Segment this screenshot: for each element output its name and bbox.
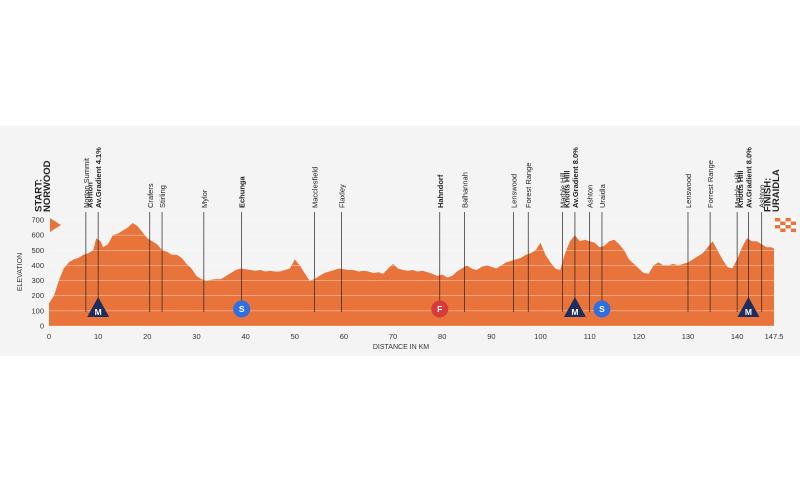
x-axis-tick-labels: 0 10 20 30 40 50 60 70 80 90 100 110 120 130 140 147.5 xyxy=(47,332,783,341)
y-tick-label: 200 xyxy=(31,291,44,300)
x-tick-label: 30 xyxy=(192,332,200,341)
town-label: Macclesfield xyxy=(310,167,319,208)
town-label: Flaxley xyxy=(337,184,346,208)
town-label: Lenswood xyxy=(509,174,518,208)
grid-lines-overlay xyxy=(49,219,774,327)
x-tick-label: 50 xyxy=(291,332,299,341)
x-tick-label: 80 xyxy=(438,332,446,341)
y-tick-label: 300 xyxy=(31,276,44,285)
feed-zone-marker xyxy=(431,300,449,318)
town-label: Hahndorf xyxy=(436,174,445,208)
x-tick-label: 40 xyxy=(241,332,249,341)
town-label: Marble Hill xyxy=(559,172,568,208)
mountain-climb-marker xyxy=(737,297,760,317)
x-tick-label: 90 xyxy=(487,332,495,341)
finish-flag-icon xyxy=(775,218,796,232)
x-tick-label: 120 xyxy=(633,332,646,341)
y-tick-label: 500 xyxy=(31,246,44,255)
x-tick-label: 110 xyxy=(584,332,596,341)
y-tick-label: 700 xyxy=(31,216,44,225)
town-label: Marble Hill xyxy=(733,172,742,208)
x-tick-label: 70 xyxy=(389,332,397,341)
town-label: START: xyxy=(34,179,45,212)
town-label: Av.Gradient 4.1% xyxy=(94,147,103,208)
profile-area-layer xyxy=(49,219,774,327)
marker-letter: F xyxy=(437,304,442,314)
town-label: Forest Range xyxy=(524,163,533,208)
marker-letter: M xyxy=(95,307,102,317)
town-label: Balhannah xyxy=(460,172,469,208)
x-axis-label: DISTANCE IN KM xyxy=(373,344,429,351)
x-tick-label: 0 xyxy=(47,332,51,341)
x-tick-label: 20 xyxy=(143,332,151,341)
elevation-area xyxy=(49,223,774,326)
town-label: Norton Summit xyxy=(82,157,91,208)
marker-letter: M xyxy=(745,307,752,317)
y-axis-label: ELEVATION xyxy=(17,253,24,291)
x-tick-label: 147.5 xyxy=(765,332,784,341)
town-label: Echunga xyxy=(238,176,247,208)
marker-letter: M xyxy=(571,307,578,317)
x-tick-label: 130 xyxy=(682,332,695,341)
x-tick-label: 10 xyxy=(94,332,102,341)
town-label: Ashton xyxy=(586,185,595,208)
town-label: Av.Gradient 8.0% xyxy=(744,147,753,208)
town-label: Av.Gradient 8.0% xyxy=(571,147,580,208)
y-tick-label: 600 xyxy=(31,231,44,240)
marker-letter: S xyxy=(239,304,245,314)
start-flag-icon xyxy=(50,218,61,232)
y-tick-label: 400 xyxy=(31,261,44,270)
marker-letter: S xyxy=(599,304,605,314)
town-label: Ashton xyxy=(86,182,95,208)
town-label: FINISH: xyxy=(763,178,774,212)
mountain-climb-marker xyxy=(87,297,110,317)
y-tick-label: 100 xyxy=(31,306,44,315)
sprint-marker xyxy=(593,300,611,318)
x-tick-label: 60 xyxy=(340,332,348,341)
town-label: Stirling xyxy=(158,185,167,208)
town-label: Lenswood xyxy=(684,174,693,208)
town-label: Forrest Range xyxy=(706,160,715,208)
town-label: Knotts Hill xyxy=(562,171,571,209)
x-tick-label: 100 xyxy=(534,332,547,341)
town-label: Mylor xyxy=(200,189,209,208)
y-tick-label: 0 xyxy=(40,322,44,331)
sprint-marker xyxy=(233,300,251,318)
town-label: URAIDLA xyxy=(771,169,782,212)
town-label: Knotts Hill xyxy=(736,171,745,209)
y-axis-tick-labels: 0 100 200 300 400 500 600 700 xyxy=(31,216,44,331)
mountain-climb-marker xyxy=(563,297,586,317)
town-label: Ashton xyxy=(758,185,767,208)
x-tick-label: 140 xyxy=(731,332,744,341)
town-label: Uraidla xyxy=(598,183,607,208)
town-label: NORWOOD xyxy=(42,160,53,212)
town-label: Crafers xyxy=(146,183,155,208)
